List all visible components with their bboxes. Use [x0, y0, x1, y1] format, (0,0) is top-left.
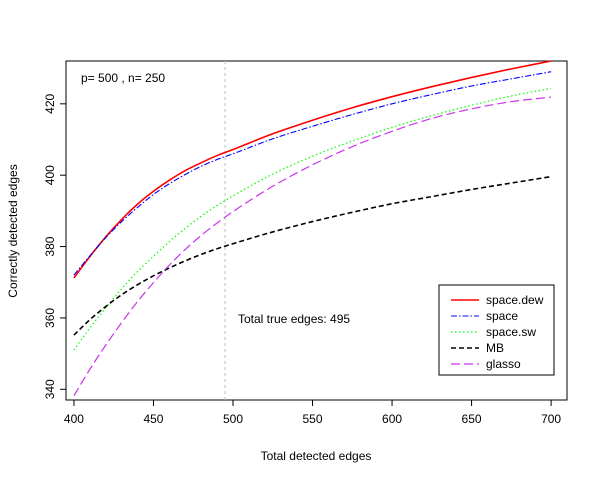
true-edges-annotation: Total true edges: 495 — [238, 312, 350, 326]
x-tick-label: 600 — [382, 412, 402, 426]
y-tick-label: 380 — [43, 236, 57, 256]
x-tick-label: 450 — [143, 412, 163, 426]
x-tick-label: 400 — [64, 412, 84, 426]
legend: space.dew space space.sw MB glasso — [438, 284, 555, 376]
x-tick-label: 650 — [462, 412, 482, 426]
legend-label: space.sw — [486, 325, 536, 339]
y-axis: 340 360 380 400 420 — [43, 93, 67, 399]
legend-label: MB — [486, 341, 504, 355]
y-tick-label: 340 — [43, 379, 57, 399]
series-layer — [73, 60, 552, 397]
legend-label: space — [486, 309, 518, 323]
x-tick-label: 550 — [303, 412, 323, 426]
series-line-space — [73, 71, 552, 276]
legend-label: glasso — [486, 357, 521, 371]
x-axis-label: Total detected edges — [261, 449, 372, 463]
x-tick-label: 700 — [541, 412, 561, 426]
x-axis: 400 450 500 550 600 650 700 — [64, 399, 561, 426]
legend-label: space.dew — [486, 293, 544, 307]
y-tick-label: 420 — [43, 93, 57, 113]
series-line-space-dew — [73, 60, 552, 279]
y-tick-label: 400 — [43, 165, 57, 185]
series-line-MB — [73, 175, 552, 336]
x-tick-label: 500 — [223, 412, 243, 426]
y-tick-label: 360 — [43, 308, 57, 328]
series-line-glasso — [73, 96, 552, 397]
y-axis-label: Correctly detected edges — [6, 164, 20, 297]
params-annotation: p= 500 , n= 250 — [81, 71, 165, 85]
series-line-space-sw — [73, 87, 552, 351]
